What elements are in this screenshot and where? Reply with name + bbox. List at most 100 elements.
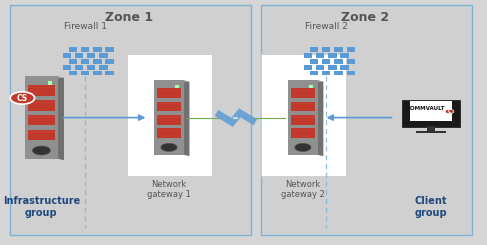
Bar [28, 131, 55, 133]
Text: Network
gateway 1: Network gateway 1 [147, 180, 191, 199]
Bar [105, 59, 113, 64]
Text: Firewall 1: Firewall 1 [64, 22, 107, 31]
Polygon shape [58, 76, 64, 160]
Text: C: C [448, 109, 451, 114]
Polygon shape [288, 80, 323, 82]
Bar [154, 80, 184, 155]
Text: Network
gateway 2: Network gateway 2 [281, 180, 325, 199]
Text: Firewall 2: Firewall 2 [305, 22, 348, 31]
Bar [322, 47, 331, 52]
Bar [105, 71, 113, 75]
Circle shape [10, 92, 35, 104]
Bar [322, 71, 331, 75]
Bar [81, 71, 90, 75]
Bar [310, 59, 318, 64]
Circle shape [445, 109, 454, 114]
Bar [309, 85, 313, 88]
Bar [291, 90, 315, 91]
Bar [99, 53, 108, 58]
Bar [28, 85, 55, 96]
Bar [28, 100, 55, 110]
Bar [94, 71, 101, 75]
Bar [69, 71, 77, 75]
Bar [288, 80, 318, 155]
Text: COMMVAULT: COMMVAULT [407, 106, 446, 111]
Bar [316, 53, 324, 58]
Bar [157, 103, 181, 104]
FancyBboxPatch shape [402, 100, 460, 127]
Polygon shape [184, 80, 189, 156]
Bar [322, 59, 331, 64]
Bar [304, 65, 312, 70]
Bar [48, 81, 52, 85]
Bar [81, 47, 90, 52]
Bar [291, 130, 315, 131]
Bar [28, 116, 55, 118]
Bar [105, 47, 113, 52]
Bar [427, 126, 435, 131]
Bar [157, 102, 181, 111]
Bar [291, 116, 315, 118]
Bar [28, 87, 55, 88]
Text: CS: CS [17, 94, 28, 102]
Polygon shape [318, 80, 323, 156]
Bar [69, 47, 77, 52]
Text: Client
group: Client group [415, 196, 447, 218]
Bar [340, 53, 349, 58]
Bar [75, 53, 83, 58]
Text: Infrastructure
group: Infrastructure group [3, 196, 80, 218]
Text: Zone 1: Zone 1 [105, 11, 153, 24]
Bar [75, 65, 83, 70]
Bar [310, 47, 318, 52]
Bar [87, 53, 95, 58]
Bar [157, 115, 181, 125]
Bar [157, 88, 181, 98]
Bar [335, 47, 343, 52]
Text: Zone 2: Zone 2 [341, 11, 389, 24]
Bar [99, 65, 108, 70]
Bar [347, 71, 355, 75]
Bar [157, 130, 181, 131]
Bar [335, 71, 343, 75]
Bar [63, 53, 71, 58]
Bar [63, 65, 71, 70]
Bar [291, 102, 315, 111]
Bar [28, 115, 55, 125]
Bar [157, 116, 181, 118]
FancyBboxPatch shape [261, 54, 346, 176]
Bar [316, 65, 324, 70]
Bar [304, 53, 312, 58]
Bar [25, 76, 58, 159]
Bar [335, 59, 343, 64]
Bar [157, 128, 181, 138]
Bar [81, 59, 90, 64]
Bar [310, 71, 318, 75]
Circle shape [161, 143, 177, 151]
Polygon shape [25, 76, 64, 78]
Bar [416, 131, 446, 133]
Bar [291, 103, 315, 104]
Bar [291, 115, 315, 125]
FancyBboxPatch shape [261, 5, 472, 235]
Bar [94, 59, 101, 64]
Bar [328, 53, 337, 58]
Bar [157, 90, 181, 91]
Bar [69, 59, 77, 64]
Bar [291, 128, 315, 138]
Circle shape [33, 146, 50, 155]
Polygon shape [154, 80, 189, 82]
FancyBboxPatch shape [10, 5, 251, 235]
Bar [340, 65, 349, 70]
Bar [28, 101, 55, 103]
Bar [175, 85, 179, 88]
Bar [94, 47, 101, 52]
Bar [328, 65, 337, 70]
Bar [347, 59, 355, 64]
Bar [87, 65, 95, 70]
Circle shape [295, 143, 311, 151]
Bar [28, 130, 55, 140]
FancyBboxPatch shape [127, 54, 212, 176]
Bar [410, 101, 452, 121]
Bar [291, 88, 315, 98]
Bar [347, 47, 355, 52]
